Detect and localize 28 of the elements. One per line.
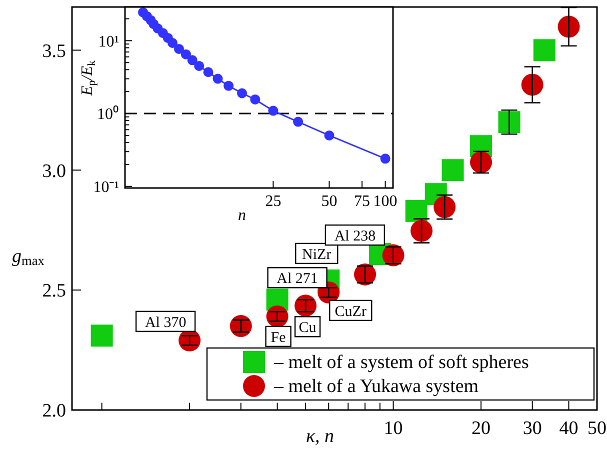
- y-axis-title: g$_{max}$: [12, 246, 45, 268]
- x-tick-label: 30: [522, 418, 542, 439]
- y-tick-label: 2.0: [42, 400, 66, 422]
- x-axis-title: κ, n: [306, 426, 334, 447]
- y-tick-label: 10¹: [98, 33, 120, 50]
- y-tick-label: 10⁰: [97, 105, 119, 124]
- x-axis-title: n: [238, 207, 246, 224]
- x-tick-label: 100: [373, 193, 398, 210]
- annotation: Al 370: [144, 314, 186, 331]
- x-tick-label: 25: [265, 193, 282, 210]
- annotation: Fe: [270, 330, 286, 346]
- y-tick-label: 3.5: [42, 40, 66, 62]
- legend-label: – melt of a system of soft spheres: [273, 352, 529, 373]
- x-tick-label: 40: [559, 418, 578, 439]
- annotation: NiZr: [302, 246, 332, 263]
- x-tick-label: 50: [321, 193, 338, 210]
- legend-label: – melt of a Yukawa system: [273, 376, 479, 397]
- annotation: Al 238: [334, 228, 376, 245]
- annotation: CuZr: [334, 304, 366, 320]
- annotation: Cu: [298, 320, 317, 336]
- annotation: Al 271: [276, 271, 318, 288]
- x-tick-label: 75: [354, 193, 370, 210]
- y-tick-label: 10⁻¹: [93, 178, 120, 196]
- x-tick-label: 20: [472, 418, 491, 439]
- y-tick-label: 2.5: [42, 280, 66, 302]
- y-tick-label: 3.0: [42, 160, 66, 182]
- x-tick-label: 10: [384, 418, 403, 439]
- x-tick-label: 50: [588, 418, 606, 439]
